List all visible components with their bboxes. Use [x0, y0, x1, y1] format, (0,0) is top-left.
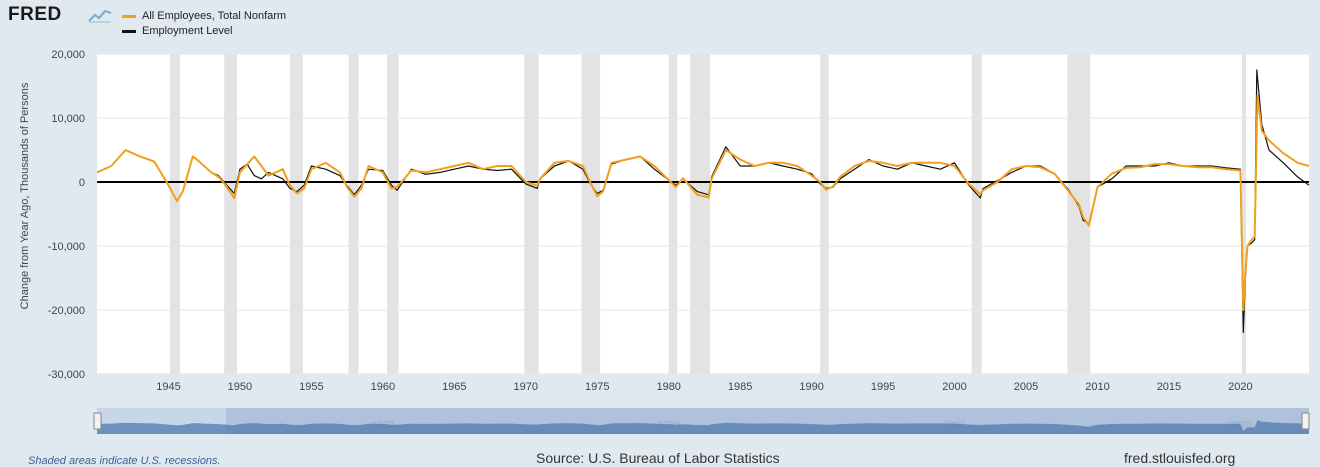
legend-swatch-employment-level: [122, 29, 136, 33]
x-tick-label: 2015: [1157, 381, 1181, 393]
y-tick-label: 10,000: [51, 113, 85, 125]
recession-note: Shaded areas indicate U.S. recessions.: [28, 455, 221, 467]
x-tick-label: 1965: [442, 381, 466, 393]
legend-item-nonfarm[interactable]: All Employees, Total Nonfarm: [122, 10, 286, 22]
recession-band-3: [348, 54, 359, 374]
x-tick-label: 1950: [228, 381, 252, 393]
x-tick-label: 2020: [1228, 381, 1252, 393]
recession-band-8: [690, 54, 711, 374]
y-tick-label: -20,000: [48, 305, 85, 317]
x-tick-label: 2000: [942, 381, 966, 393]
x-tick-label: 1975: [585, 381, 609, 393]
source-text: Source: U.S. Bureau of Labor Statistics: [536, 450, 780, 466]
series-line-employment-level: [211, 69, 1310, 333]
navigator-right-handle[interactable]: [1301, 412, 1310, 430]
recession-band-6: [581, 54, 601, 374]
y-tick-label: -30,000: [48, 369, 85, 381]
recession-band-5: [524, 54, 539, 374]
navigator-area: [97, 420, 1309, 434]
y-tick-labels: 20,000 10,000 0 -10,000 -20,000 -30,000: [48, 49, 85, 381]
navigator-left-handle[interactable]: [93, 412, 102, 430]
recession-band-7: [668, 54, 678, 374]
x-tick-label: 1980: [656, 381, 680, 393]
y-tick-label: 20,000: [51, 49, 85, 61]
x-tick-label: 1970: [514, 381, 538, 393]
line-chart-icon: [88, 9, 112, 23]
recession-band-12: [1241, 54, 1247, 374]
legend-swatch-nonfarm: [122, 14, 136, 18]
x-tick-label: 1990: [799, 381, 823, 393]
x-tick-label: 2010: [1085, 381, 1109, 393]
gridlines: [97, 53, 1309, 375]
series-line-nonfarm: [96, 94, 1310, 311]
recession-band-11: [1067, 54, 1091, 374]
recession-band-9: [820, 54, 829, 374]
site-link[interactable]: fred.stlouisfed.org: [1124, 450, 1236, 466]
x-tick-labels: 1945 1950 1955 1960 1965 1970 1975 1980 1985 1990…: [156, 381, 1252, 393]
y-tick-label: 0: [79, 177, 85, 189]
x-tick-label: 1945: [156, 381, 180, 393]
x-tick-label: 2005: [1014, 381, 1038, 393]
recession-band-10: [971, 54, 982, 374]
x-tick-label: 1995: [871, 381, 895, 393]
fred-logo: FRED: [8, 4, 62, 25]
y-tick-label: -10,000: [48, 241, 85, 253]
series-group: [96, 69, 1310, 333]
legend-item-employment-level[interactable]: Employment Level: [122, 25, 233, 37]
x-tick-label: 1955: [299, 381, 323, 393]
legend-label-nonfarm: All Employees, Total Nonfarm: [142, 10, 287, 22]
recession-band-0: [169, 54, 180, 374]
recession-band-1: [224, 54, 238, 374]
x-tick-label: 1985: [728, 381, 752, 393]
range-navigator[interactable]: 1960198020002020: [93, 408, 1310, 434]
recession-shading-group: [169, 54, 1247, 374]
x-tick-label: 1960: [371, 381, 395, 393]
legend-label-employment-level: Employment Level: [142, 25, 233, 37]
recession-band-2: [289, 54, 303, 374]
recession-band-4: [387, 54, 399, 374]
